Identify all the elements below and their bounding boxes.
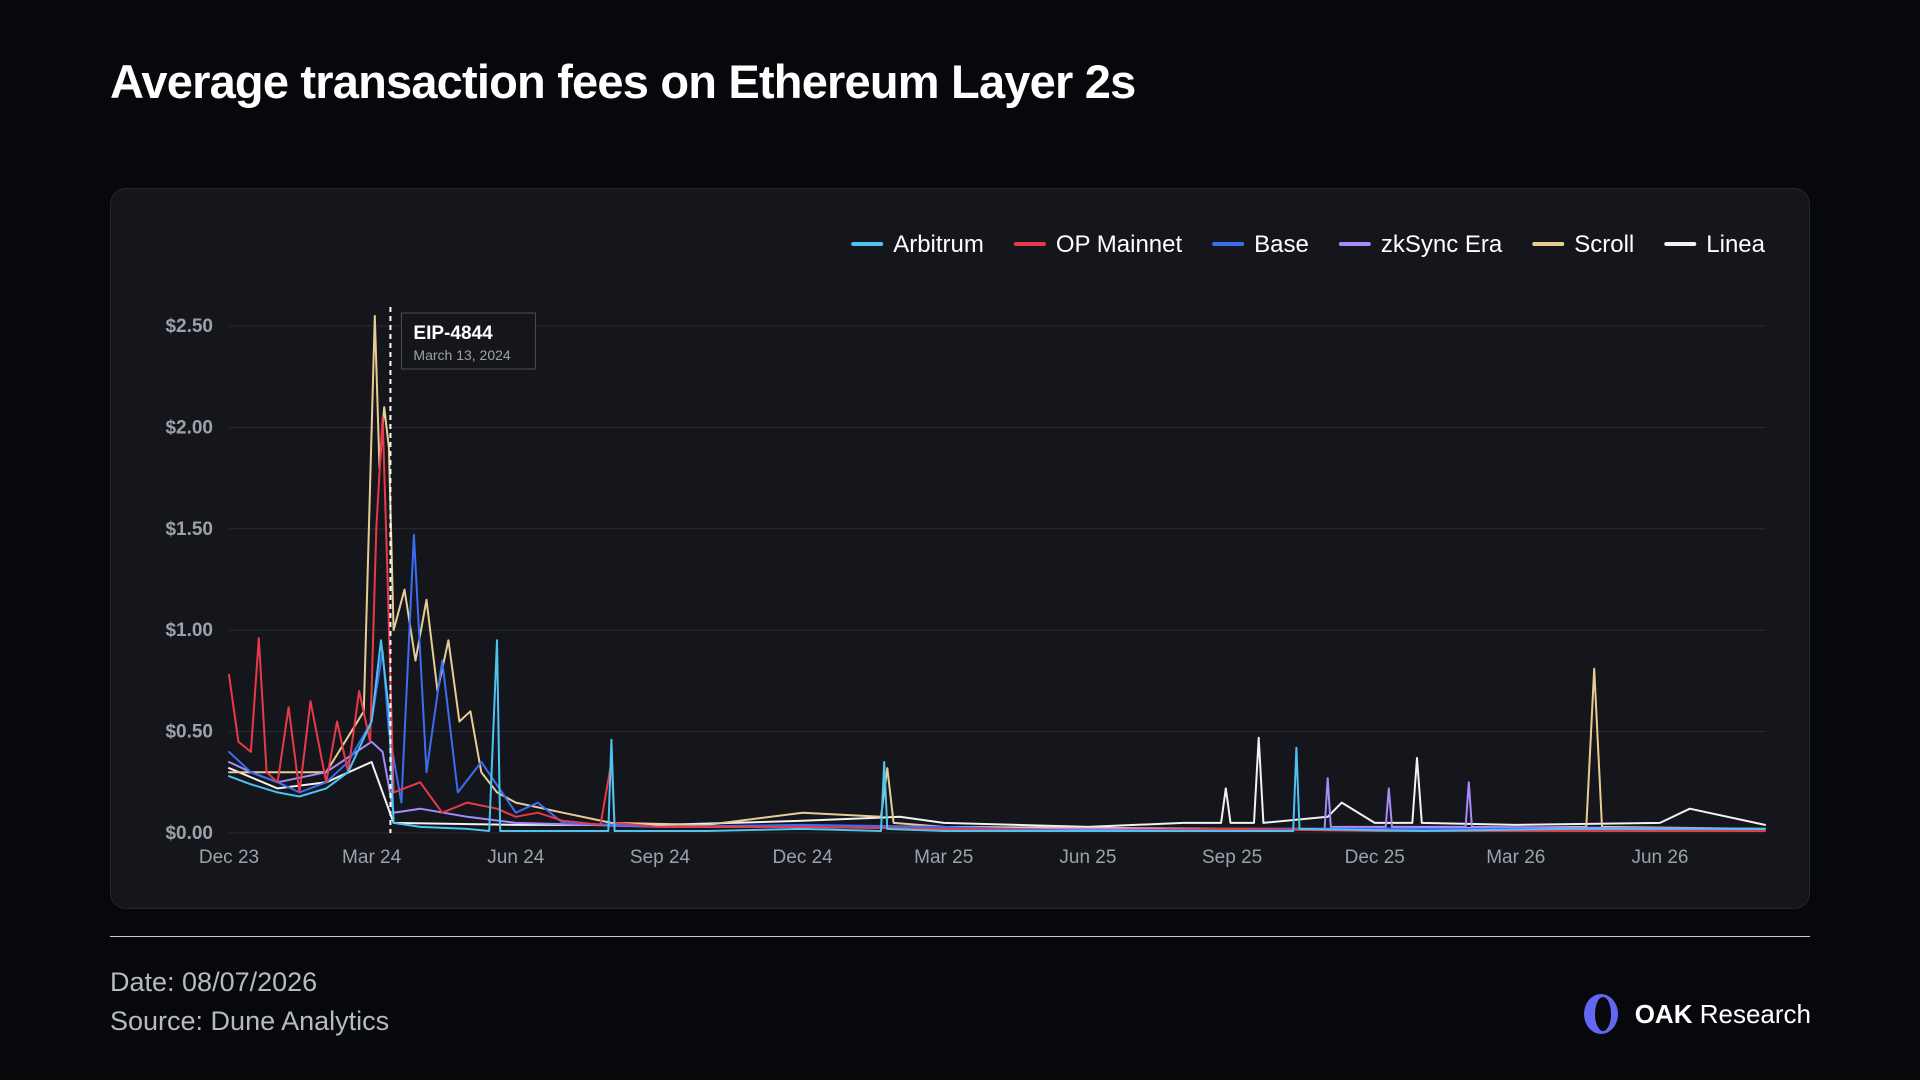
oak-logo-icon	[1583, 994, 1618, 1034]
series-line-scroll	[228, 314, 1766, 830]
series-layer	[228, 314, 1766, 832]
brand-name-strong: OAK	[1634, 998, 1693, 1029]
series-line-base	[228, 533, 1766, 832]
legend-item-label: Arbitrum	[893, 231, 984, 258]
chart-card: $0.00 $0.50 $1.00 $1.50 $2.00 $2.50 Dec 23 Mar …	[110, 188, 1810, 909]
x-tick-label: Mar 25	[914, 847, 973, 868]
footer-source: Source: Dune Analytics	[110, 1006, 390, 1036]
x-tick-label: Dec 25	[1345, 847, 1405, 868]
legend-item-label: Base	[1254, 231, 1309, 258]
series-line-zksync-era	[228, 740, 1766, 830]
x-tick-label: Sep 24	[630, 847, 691, 868]
x-tick-label: Mar 24	[342, 847, 402, 868]
page-title: Average transaction fees on Ethereum Lay…	[110, 55, 1136, 108]
x-tick-label: Jun 25	[1059, 847, 1116, 868]
annotation-box	[400, 312, 536, 370]
brand-name-light: Research	[1699, 998, 1811, 1029]
footer-date: Date: 08/07/2026	[110, 967, 318, 997]
legend-item-label: Linea	[1706, 231, 1765, 258]
x-tick-label: Sep 25	[1202, 847, 1262, 868]
annotation-label: EIP-4844	[413, 323, 493, 344]
y-tick-label: $0.50	[165, 722, 213, 743]
legend-item-label: zkSync Era	[1381, 231, 1503, 258]
y-tick-label: $1.50	[165, 519, 213, 540]
legend-item-label: Scroll	[1574, 231, 1634, 258]
y-tick-label: $2.00	[165, 417, 213, 438]
x-tick-label: Mar 26	[1486, 847, 1545, 868]
legend-item-label: OP Mainnet	[1056, 231, 1183, 258]
x-tick-label: Dec 23	[199, 847, 259, 868]
series-line-arbitrum	[228, 639, 1766, 832]
brand: OAK Research	[1582, 993, 1811, 1035]
fees-line-chart: $0.00 $0.50 $1.00 $1.50 $2.00 $2.50 Dec 23 Mar …	[165, 231, 1766, 868]
y-tick-label: $2.50	[165, 316, 213, 337]
annotation-sublabel: March 13, 2024	[413, 347, 510, 363]
x-tick-label: Dec 24	[773, 847, 834, 868]
x-tick-label: Jun 24	[487, 847, 544, 868]
legend: Arbitrum OP Mainnet Base zkSync Era Scroll Li…	[851, 231, 1766, 258]
series-line-linea	[228, 736, 1766, 828]
x-tick-label: Jun 26	[1631, 847, 1688, 868]
y-tick-label: $1.00	[165, 620, 213, 641]
y-tick-label: $0.00	[165, 823, 213, 844]
series-line-op-mainnet	[228, 416, 1766, 832]
footer-divider	[110, 936, 1810, 937]
